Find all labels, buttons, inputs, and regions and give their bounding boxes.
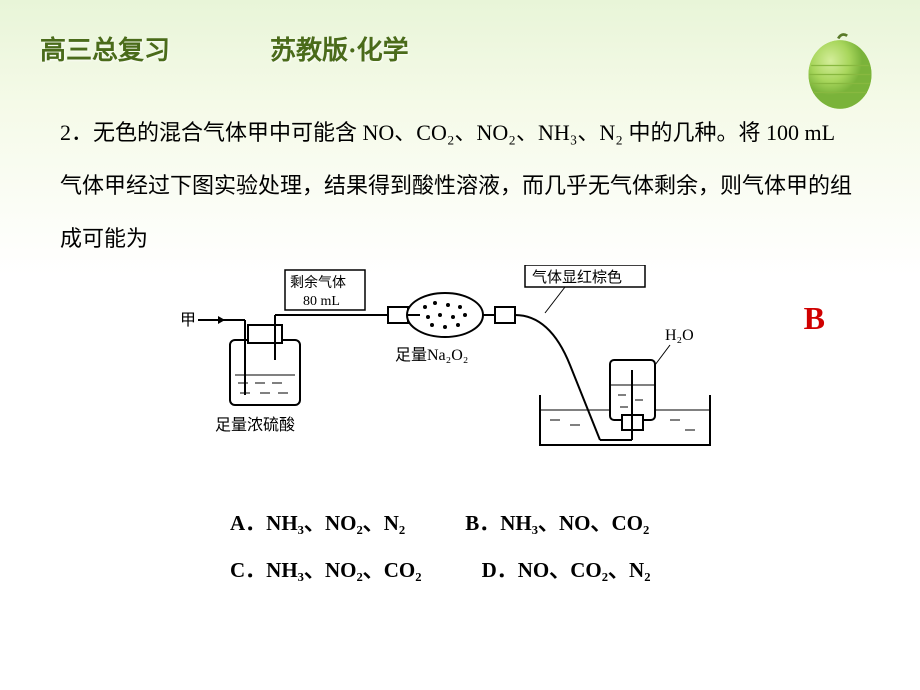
header-left: 高三总复习 [40,30,170,67]
label-sulfuric: 足量浓硫酸 [215,416,295,434]
slide-header: 高三总复习 苏教版·化学 [0,0,920,87]
apple-decoration [795,25,885,115]
diagram-area: B 甲 剩余气体 80 mL 足量浓硫酸 [0,265,920,480]
option-b: B．NH₃、NO、CO₂ [465,500,649,546]
label-input: 甲 [180,312,196,329]
option-c: C．NH₃、NO₂、CO₂ [230,547,422,593]
option-d: D．NO、CO₂、N₂ [482,547,651,593]
question-text: 2．无色的混合气体甲中可能含 NO、CO₂、NO₂、NH₃、N₂ 中的几种。将 … [0,87,920,275]
experiment-diagram: 甲 剩余气体 80 mL 足量浓硫酸 [170,265,730,475]
label-remaining-title: 剩余气体 [290,274,346,291]
option-a: A．NH₃、NO₂、N₂ [230,500,405,546]
header-right: 苏教版·化学 [270,30,409,67]
label-h2o: H₂O [665,327,694,344]
answer-letter: B [804,300,825,337]
label-remaining-vol: 80 mL [303,294,340,309]
label-red-brown: 气体显红棕色 [532,269,622,286]
answer-options: A．NH₃、NO₂、N₂ B．NH₃、NO、CO₂ C．NH₃、NO₂、CO₂ … [0,480,920,592]
label-na2o2: 足量Na₂O₂ [395,347,468,364]
